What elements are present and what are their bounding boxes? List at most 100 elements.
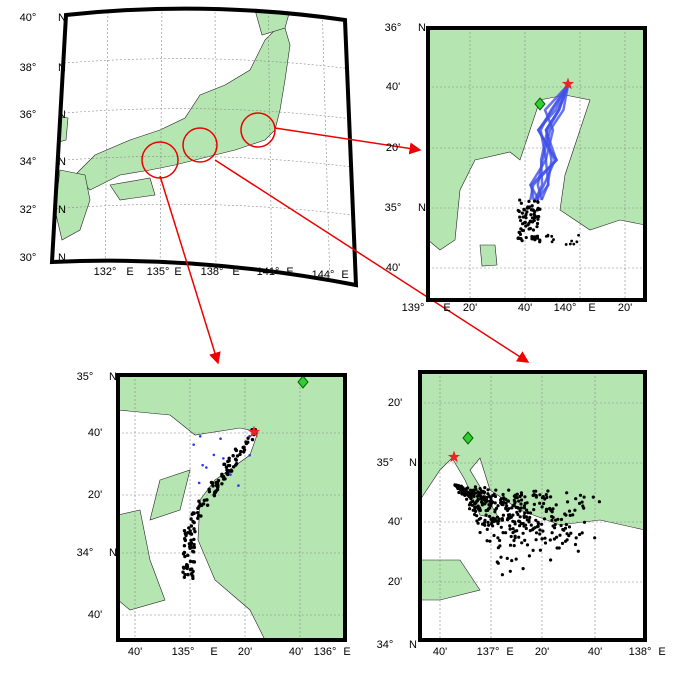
particle [535, 234, 540, 238]
particle [480, 500, 484, 504]
lon-hemisphere: E [210, 646, 217, 658]
particle [556, 517, 560, 521]
lat-label: 40' [88, 427, 102, 439]
particle [535, 225, 539, 229]
particle [234, 458, 238, 462]
particle [533, 213, 537, 217]
lat-label: 40' [88, 609, 102, 621]
particle [582, 495, 586, 499]
particle [513, 500, 517, 504]
particle [468, 501, 472, 505]
particle [489, 504, 493, 508]
particle [529, 213, 533, 217]
particle [183, 572, 187, 577]
particle [500, 500, 504, 505]
particle [524, 235, 528, 240]
particle [515, 529, 519, 533]
particle [225, 468, 229, 472]
lat-label: 20' [88, 489, 102, 501]
particle [518, 198, 522, 202]
float-point [198, 434, 202, 438]
particle [532, 502, 537, 506]
start-star [247, 425, 261, 438]
particle [191, 550, 196, 554]
particle [235, 454, 240, 458]
lat-label: 35° [385, 202, 402, 214]
lon-hemisphere: E [286, 266, 293, 278]
particle [522, 221, 527, 225]
particle [220, 482, 224, 486]
particle [231, 465, 236, 469]
particle [242, 450, 246, 454]
particle [526, 511, 530, 515]
start-star [447, 450, 461, 463]
particle [593, 536, 597, 540]
particle [182, 543, 187, 548]
lat-label: 20' [388, 576, 402, 588]
particle [534, 531, 539, 535]
particle [553, 526, 557, 530]
particle [186, 572, 190, 577]
particle [454, 483, 458, 488]
particle [512, 544, 516, 548]
map-frame [426, 26, 647, 302]
particle [508, 569, 512, 573]
lon-label: 137° [477, 646, 500, 658]
lat-label: 34° [377, 639, 394, 651]
lon-hemisphere: E [506, 646, 513, 658]
particle [578, 532, 582, 537]
particle [511, 531, 515, 535]
particle [564, 522, 569, 527]
particle [528, 529, 532, 533]
particle [492, 492, 496, 497]
particle [499, 525, 503, 529]
lon-label: 144° [312, 269, 335, 281]
particle [536, 206, 540, 210]
particle [215, 487, 220, 492]
particle [482, 495, 486, 499]
particle [559, 523, 563, 528]
particle [475, 499, 480, 503]
particle [242, 445, 246, 449]
particle [523, 511, 527, 515]
particle [506, 513, 511, 517]
lat-label: 40' [386, 81, 400, 93]
particle [504, 497, 508, 501]
particle [515, 510, 519, 514]
particle [490, 501, 494, 505]
particle [188, 559, 193, 564]
particle [536, 522, 541, 526]
particle [518, 230, 522, 235]
particle [234, 448, 239, 453]
lat-label: 34° [20, 156, 37, 168]
particle [519, 218, 523, 223]
particle [532, 199, 537, 203]
particle [457, 490, 461, 495]
particle [527, 199, 531, 203]
lon-label: 138° [201, 266, 224, 278]
particle [558, 533, 562, 537]
particle [507, 507, 511, 511]
particle [520, 498, 524, 502]
particle [473, 505, 477, 510]
particle [181, 552, 186, 556]
particle [202, 498, 207, 503]
particle [215, 481, 220, 485]
particle [575, 240, 579, 244]
particle [519, 201, 523, 205]
particle [493, 501, 497, 505]
particle [577, 501, 582, 505]
particle [216, 485, 220, 489]
particle [546, 233, 550, 237]
particle [510, 506, 514, 510]
particle [494, 519, 498, 523]
particle [191, 560, 195, 564]
particle [192, 545, 197, 550]
particle [528, 219, 532, 223]
particle [520, 211, 524, 215]
particle [534, 518, 538, 522]
particle [535, 221, 540, 226]
float-point [229, 473, 232, 476]
particle [564, 243, 568, 246]
particle [499, 498, 503, 502]
